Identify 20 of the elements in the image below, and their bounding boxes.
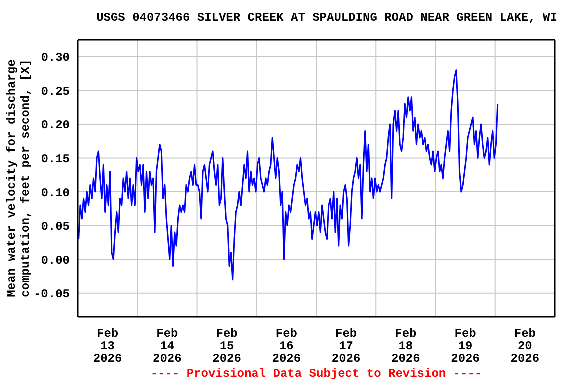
y-tick-label: -0.05 — [34, 288, 70, 302]
y-tick-label: 0.00 — [41, 254, 70, 268]
y-tick-label: 0.20 — [41, 118, 70, 133]
x-tick-label: Feb 16 2026 — [272, 327, 302, 366]
y-tick-label: 0.10 — [41, 186, 70, 200]
x-tick-label: Feb 20 2026 — [510, 327, 540, 366]
x-tick-label: Feb 15 2026 — [212, 327, 242, 366]
x-tick-label: Feb 14 2026 — [153, 327, 182, 366]
y-axis-title: Mean water velocity for discharge computation, feet per second, [X] — [5, 60, 33, 298]
chart-title: USGS 04073466 SILVER CREEK AT SPAULDING ROAD NEAR GREEN LAKE, WI — [96, 11, 558, 25]
x-tick-label: Feb 19 2026 — [451, 327, 480, 366]
line-series — [78, 70, 499, 281]
x-tick-label: Feb 18 2026 — [392, 327, 420, 366]
text: ---- Provisional Data Subject to Revision ---- — [150, 367, 484, 381]
y-tick-label: 0.30 — [41, 51, 70, 66]
y-tick-label: 0.05 — [41, 220, 70, 234]
x-tick-label: Feb 13 2026 — [93, 327, 122, 366]
y-tick-label: 0.15 — [41, 152, 70, 166]
x-tick-label: Feb 17 2026 — [332, 327, 361, 366]
y-tick-label: 0.25 — [41, 84, 70, 99]
